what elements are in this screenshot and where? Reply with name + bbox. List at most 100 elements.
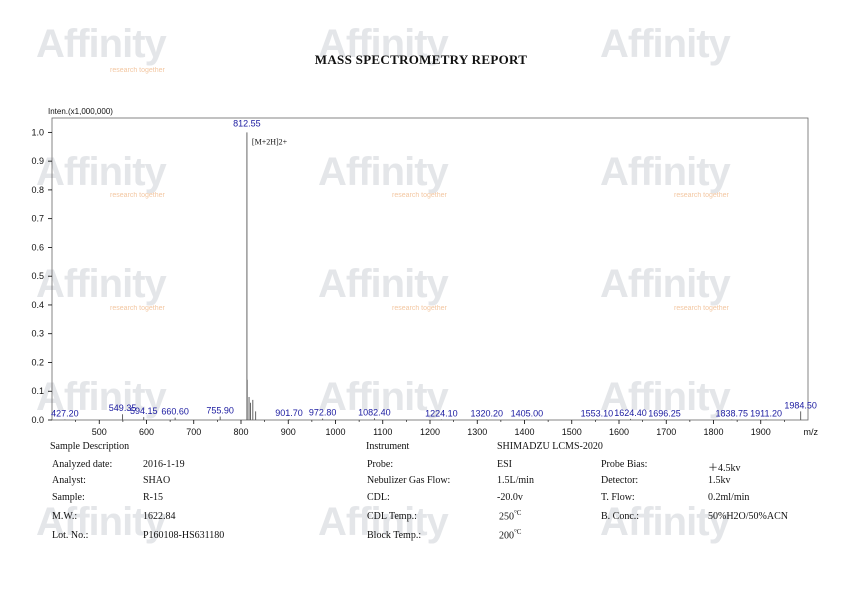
watermark-logo: Affinity <box>318 500 449 544</box>
y-tick-label: 0.2 <box>31 357 44 367</box>
y-tick-label: 0.3 <box>31 329 44 339</box>
instrument-label: Probe Bias: <box>601 459 648 470</box>
x-tick-label: 500 <box>92 427 107 437</box>
x-tick-label: 1800 <box>703 427 723 437</box>
x-tick-label: 1700 <box>656 427 676 437</box>
x-tick-label: 1900 <box>751 427 771 437</box>
instrument-value: ESI <box>497 459 512 470</box>
peak-label: 1624.40 <box>614 408 647 418</box>
y-tick-label: 0.4 <box>31 300 44 310</box>
peak-label: 549.35 <box>109 403 137 413</box>
sample-value: R-15 <box>143 492 163 503</box>
temperature-unit: °C <box>514 528 522 536</box>
peak-label: 1224.10 <box>425 408 458 418</box>
watermark-logo: Affinity <box>36 375 167 419</box>
x-tick-label: 700 <box>186 427 201 437</box>
x-tick-label: 1400 <box>514 427 534 437</box>
watermark-logo: Affinity <box>318 150 449 194</box>
watermark-logo: Affinity <box>600 262 731 306</box>
y-axis-label: Inten.(x1,000,000) <box>48 107 113 116</box>
instrument-label: Nebulizer Gas Flow: <box>367 475 451 486</box>
watermark-tagline: research together <box>674 305 729 312</box>
y-tick-label: 0.1 <box>31 386 44 396</box>
watermark-logo: Affinity <box>318 375 449 419</box>
sample-label: Sample: <box>52 492 85 503</box>
instrument-label: CDL Temp.: <box>367 511 417 522</box>
y-tick-label: 0.0 <box>31 415 44 425</box>
peak-label: 901.70 <box>275 408 303 418</box>
watermark-logo: Affinity <box>600 22 731 66</box>
watermark-logo: Affinity <box>318 22 449 66</box>
instrument-heading: Instrument <box>366 441 410 452</box>
x-tick-label: 1300 <box>467 427 487 437</box>
peak-label: 1696.25 <box>648 408 681 418</box>
x-tick-label: 800 <box>233 427 248 437</box>
watermark-logo: Affinity <box>36 150 167 194</box>
watermark-logo: Affinity <box>318 262 449 306</box>
instrument-value: 200°C <box>499 528 522 542</box>
watermark-tagline: research together <box>110 305 165 312</box>
y-tick-label: 0.9 <box>31 156 44 166</box>
watermark-tagline: research together <box>674 192 729 199</box>
instrument-value: ＋4.5kv <box>708 463 741 474</box>
sample-value: SHAO <box>143 475 171 486</box>
instrument-value: 0.2ml/min <box>708 492 750 503</box>
peak-label: 1911.20 <box>750 408 782 418</box>
watermark-logo: Affinity <box>600 150 731 194</box>
report-title: MASS SPECTROMETRY REPORT <box>314 52 528 67</box>
sample-label: Analyst: <box>52 475 86 486</box>
instrument-value: 1.5kv <box>708 475 731 486</box>
peak-label: 1838.75 <box>716 408 749 418</box>
peak-label: 1082.40 <box>358 407 391 417</box>
peak-annotation: [M+2H]2+ <box>252 137 288 146</box>
peak-label: 812.55 <box>233 118 261 128</box>
watermark-tagline: research together <box>110 67 165 74</box>
y-tick-label: 1.0 <box>31 127 44 137</box>
instrument-value: 1.5L/min <box>497 475 534 486</box>
instrument-label: Detector: <box>601 475 639 486</box>
x-tick-label: 600 <box>139 427 154 437</box>
x-tick-label: 1000 <box>325 427 345 437</box>
sample-label: Analyzed date: <box>52 459 113 470</box>
watermark-logo: Affinity <box>36 262 167 306</box>
instrument-value: 50%H2O/50%ACN <box>708 511 788 522</box>
peak-label: 755.90 <box>206 406 234 416</box>
mass-spectrum-chart: 0.0 0.1 0.2 0.3 0.4 0.5 0.6 0.7 0.8 0.9 1.0 500 600 7… <box>31 107 819 437</box>
peak-label: 1405.00 <box>511 408 544 418</box>
plot-frame <box>51 117 809 421</box>
sample-value: 2016-1-19 <box>143 459 185 470</box>
instrument-label: Block Temp.: <box>367 530 422 541</box>
watermark-tagline: research together <box>392 192 447 199</box>
peak-label: 594.15 <box>130 406 158 416</box>
peak-label: 1553.10 <box>581 408 614 418</box>
instrument-label: T. Flow: <box>601 492 635 503</box>
instrument-label: B. Conc.: <box>601 511 640 522</box>
sample-value: P160108-HS631180 <box>143 530 225 541</box>
instrument-value: 250°C <box>499 509 522 523</box>
x-tick-label: 900 <box>281 427 296 437</box>
peak-label: 660.60 <box>161 407 189 417</box>
watermark-logo: Affinity <box>36 500 167 544</box>
y-tick-label: 0.7 <box>31 214 44 224</box>
instrument-value: -20.0v <box>497 492 523 503</box>
x-axis-label: m/z <box>804 427 819 437</box>
y-tick-label: 0.8 <box>31 185 44 195</box>
watermark-logo: Affinity <box>600 500 731 544</box>
sample-value: 1622.84 <box>143 511 176 522</box>
x-tick-label: 1100 <box>373 427 392 437</box>
watermark-logo: Affinity <box>600 375 731 419</box>
watermark-tagline: research together <box>392 305 447 312</box>
x-tick-label: 1200 <box>420 427 440 437</box>
sample-heading: Sample Description <box>50 441 130 452</box>
x-tick-label: 1600 <box>609 427 629 437</box>
peak-label: 427.20 <box>51 408 79 418</box>
sample-label: M.W.: <box>52 511 78 522</box>
y-tick-label: 0.6 <box>31 242 44 252</box>
watermark-logo: Affinity <box>36 22 167 66</box>
y-tick-label: 0.5 <box>31 271 44 281</box>
temperature-unit: °C <box>514 509 522 517</box>
peak-label: 1320.20 <box>471 408 504 418</box>
instrument-label: CDL: <box>367 492 390 503</box>
sample-label: Lot. No.: <box>52 530 89 541</box>
instrument-label: Probe: <box>367 459 394 470</box>
